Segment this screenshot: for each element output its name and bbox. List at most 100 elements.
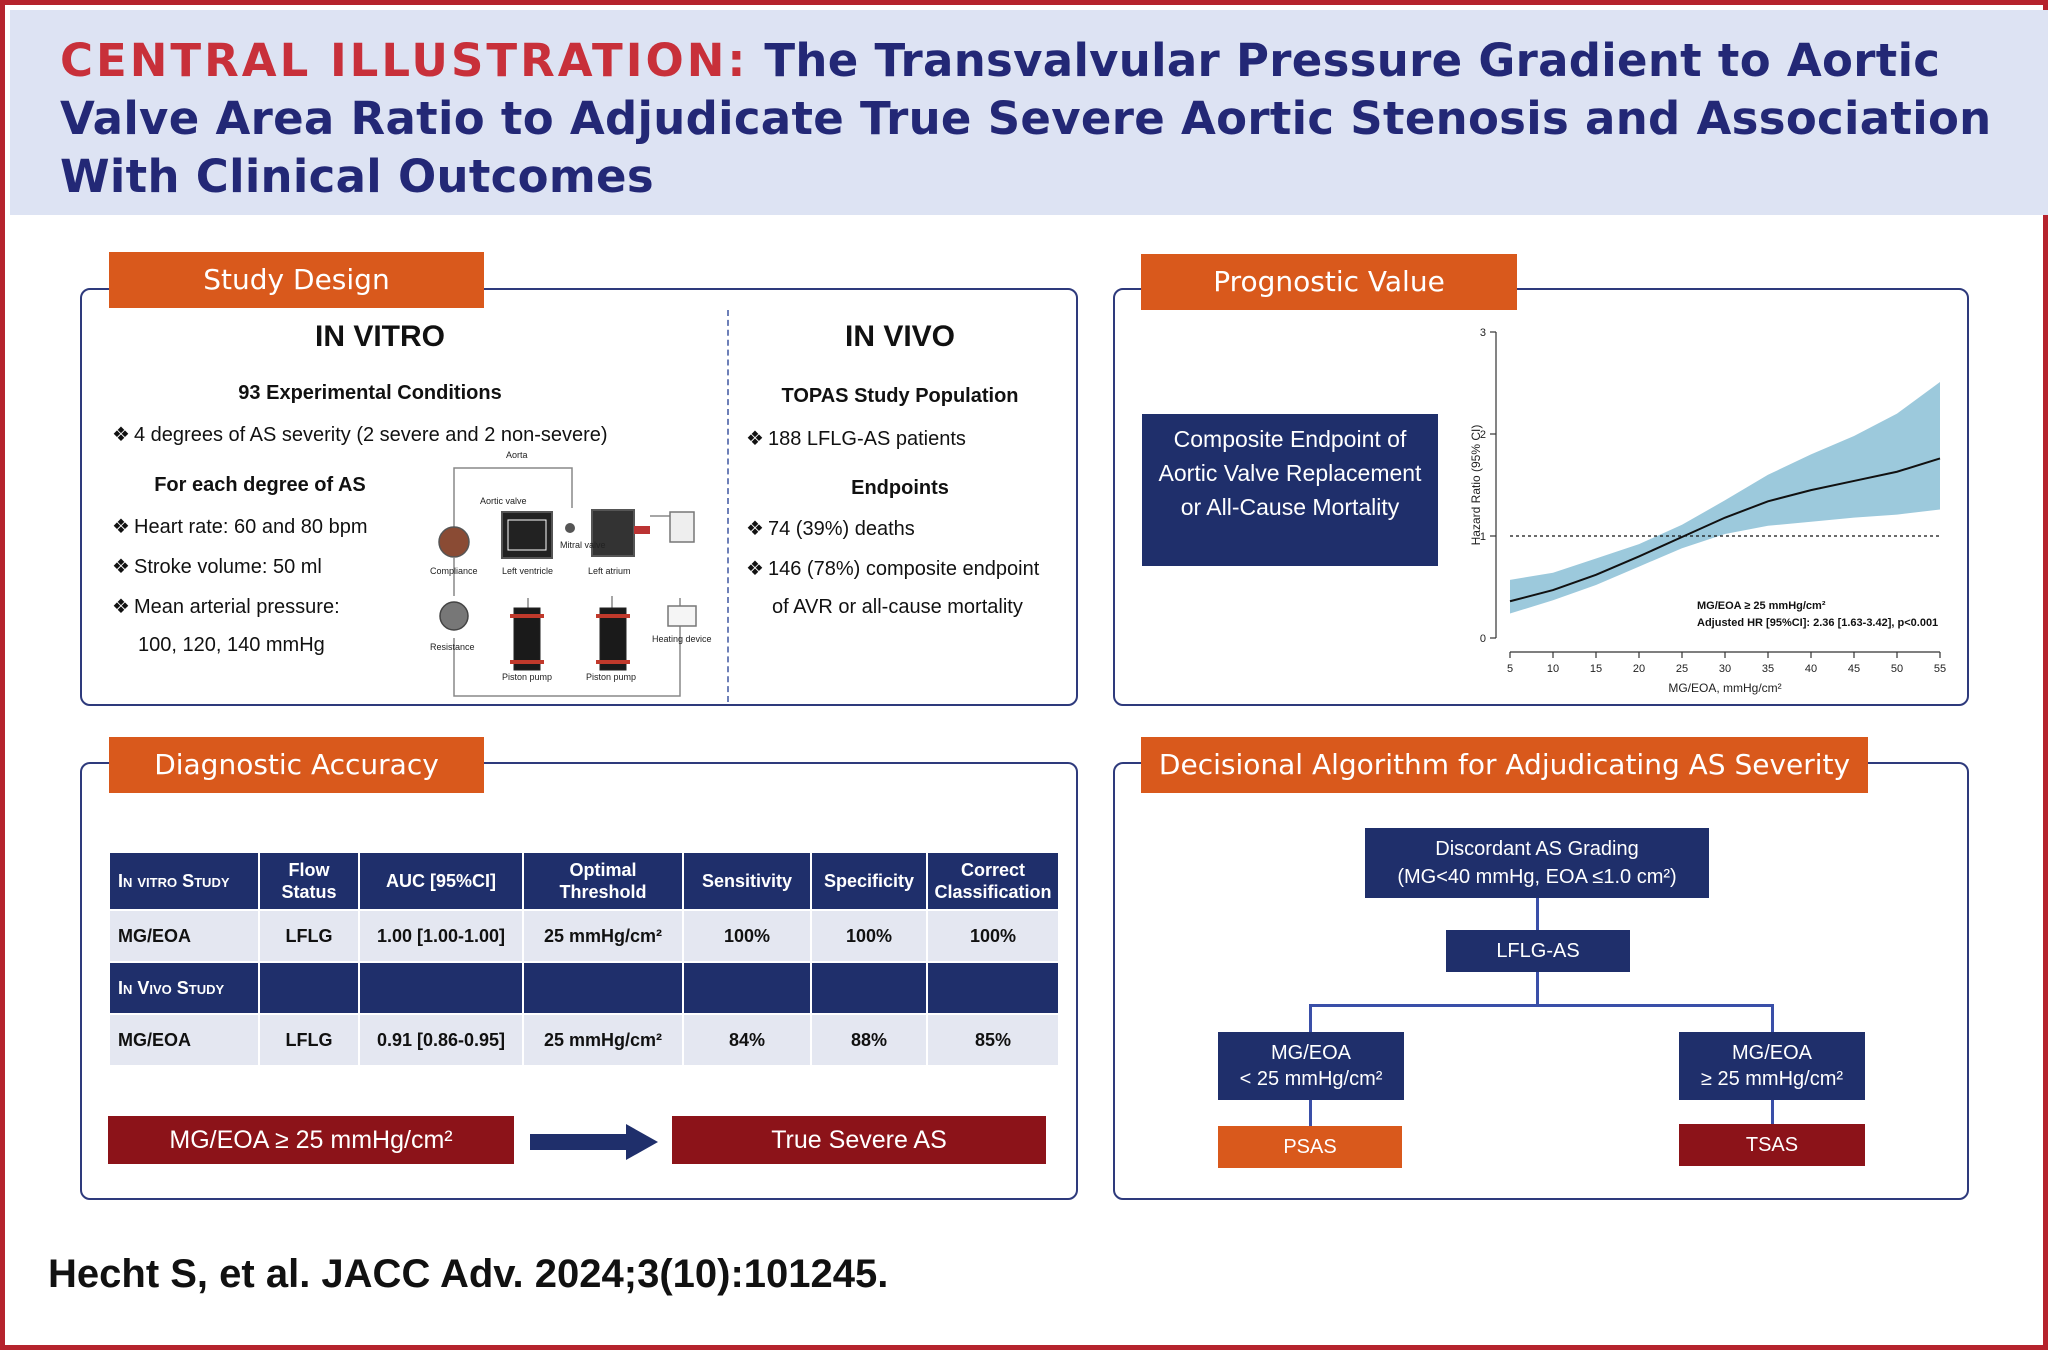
label-heating-device: Heating device — [652, 634, 712, 644]
lflg-as-box: LFLG-AS — [1446, 930, 1630, 972]
label-left-atrium: Left atrium — [588, 566, 631, 576]
table-cell: 100% — [926, 909, 1060, 963]
y-tick-label: 3 — [1480, 327, 1486, 339]
connector — [1771, 1100, 1774, 1124]
in-vitro-subheading: 93 Experimental Conditions — [238, 382, 502, 404]
table-cell: 84% — [682, 1013, 812, 1067]
table-cell: 0.91 [0.86-0.95] — [358, 1013, 524, 1067]
col-header: Correct Classification — [926, 851, 1060, 911]
high-mg-eoa-box: MG/EOA ≥ 25 mmHg/cm² — [1679, 1032, 1865, 1100]
diamond-bullet-icon: ❖ — [112, 516, 130, 538]
x-tick-label: 15 — [1590, 663, 1602, 675]
y-tick-label: 1 — [1480, 531, 1486, 543]
psas-box: PSAS — [1218, 1126, 1402, 1168]
table-cell: 85% — [926, 1013, 1060, 1067]
table-cell: 1.00 [1.00-1.00] — [358, 909, 524, 963]
in-vivo-bullet-2: ❖ 74 (39%) deaths — [746, 518, 915, 540]
col-header: AUC [95%CI] — [358, 851, 524, 911]
diamond-bullet-icon: ❖ — [746, 428, 764, 450]
x-tick-label: 55 — [1934, 663, 1946, 675]
y-tick-label: 0 — [1480, 633, 1486, 645]
study-design-tab: Study Design — [109, 252, 484, 308]
figure-title: CENTRAL ILLUSTRATION: The Transvalvular … — [60, 32, 2000, 206]
tsas-box: TSAS — [1679, 1124, 1865, 1166]
chart-annotation-1: MG/EOA ≥ 25 mmHg/cm² — [1697, 600, 1826, 612]
col-header: Specificity — [810, 851, 928, 911]
in-vitro-bullet-2: ❖ Heart rate: 60 and 80 bpm — [112, 516, 368, 538]
table-section-row: In Vivo Study — [108, 961, 1060, 1015]
x-tick-label: 5 — [1507, 663, 1513, 675]
x-tick-label: 35 — [1762, 663, 1774, 675]
table-cell: 88% — [810, 1013, 928, 1067]
label-left-ventricle: Left ventricle — [502, 566, 553, 576]
connector — [1309, 1004, 1774, 1007]
title-label: CENTRAL ILLUSTRATION: — [60, 34, 749, 87]
in-vitro-heading: IN VITRO — [314, 320, 445, 353]
pulse-duplicator-diagram: Aorta Aortic valve Compliance Left ventr… — [430, 450, 712, 697]
in-vivo-subheading: TOPAS Study Population — [781, 385, 1019, 407]
col-header: Sensitivity — [682, 851, 812, 911]
table-cell: LFLG — [258, 909, 360, 963]
study-design-panel — [80, 288, 1078, 706]
in-vivo-bullet-1: ❖ 188 LFLG-AS patients — [746, 428, 966, 450]
connector — [1771, 1004, 1774, 1034]
label-aortic-valve: Aortic valve — [480, 496, 527, 506]
in-vivo-bullet-3: ❖ 146 (78%) composite endpoint — [746, 558, 1040, 580]
left-atrium-tank — [591, 509, 635, 557]
discordant-grading-box: Discordant AS Grading (MG<40 mmHg, EOA ≤… — [1365, 828, 1709, 898]
criterion-bar: MG/EOA ≥ 25 mmHg/cm² — [108, 1116, 514, 1164]
compliance-chamber — [438, 526, 470, 558]
endpoint-box: Composite Endpoint of Aortic Valve Repla… — [1142, 414, 1438, 566]
diamond-bullet-icon: ❖ — [746, 558, 764, 580]
label-resistance: Resistance — [430, 642, 475, 652]
connector — [1536, 898, 1539, 930]
connector — [1309, 1004, 1312, 1034]
algorithm-tab: Decisional Algorithm for Adjudicating AS… — [1141, 737, 1868, 793]
x-axis-label: MG/EOA, mmHg/cm² — [1668, 681, 1781, 695]
table-cell: 100% — [682, 909, 812, 963]
label-compliance: Compliance — [430, 566, 478, 576]
in-vivo-subheading-2: Endpoints — [851, 477, 949, 499]
table-cell: LFLG — [258, 1013, 360, 1067]
citation: Hecht S, et al. JACC Adv. 2024;3(10):101… — [48, 1252, 889, 1296]
header-banner: CENTRAL ILLUSTRATION: The Transvalvular … — [10, 10, 2048, 215]
diamond-bullet-icon: ❖ — [112, 556, 130, 578]
piston-pump-1-shape — [513, 607, 541, 671]
col-header: In vitro Study — [108, 851, 260, 911]
prognostic-tab: Prognostic Value — [1141, 254, 1517, 310]
diagnostic-tab: Diagnostic Accuracy — [109, 737, 484, 793]
y-axis-label: Hazard Ratio (95% CI) — [1470, 425, 1483, 546]
table-header-row: In vitro Study Flow Status AUC [95%CI] O… — [108, 851, 1060, 911]
connector — [1309, 1100, 1312, 1126]
table-cell: 25 mmHg/cm² — [522, 1013, 684, 1067]
table-cell: MG/EOA — [108, 1013, 260, 1067]
diagnostic-table: In vitro Study Flow Status AUC [95%CI] O… — [108, 851, 1060, 1067]
table-row: MG/EOA LFLG 0.91 [0.86-0.95] 25 mmHg/cm²… — [108, 1013, 1060, 1067]
in-vitro-bullet-4-cont: 100, 120, 140 mmHg — [138, 634, 325, 656]
x-tick-label: 20 — [1633, 663, 1645, 675]
connector — [1536, 972, 1539, 1006]
diamond-bullet-icon: ❖ — [112, 596, 130, 618]
in-vivo-heading: IN VIVO — [844, 320, 956, 353]
col-header: Optimal Threshold — [522, 851, 684, 911]
hazard-ratio-line — [1509, 457, 1941, 603]
x-tick-label: 50 — [1891, 663, 1903, 675]
ci-band — [1510, 381, 1940, 614]
table-cell: 25 mmHg/cm² — [522, 909, 684, 963]
x-tick-label: 30 — [1719, 663, 1731, 675]
table-row: MG/EOA LFLG 1.00 [1.00-1.00] 25 mmHg/cm²… — [108, 909, 1060, 963]
x-tick-label: 40 — [1805, 663, 1817, 675]
discordant-line-1: Discordant AS Grading — [1435, 838, 1639, 860]
arrow-right-icon — [530, 1124, 658, 1160]
panel-divider — [727, 310, 729, 702]
col-header: Flow Status — [258, 851, 360, 911]
x-tick-label: 45 — [1848, 663, 1860, 675]
in-vitro-bullet-4: ❖ Mean arterial pressure: — [112, 596, 340, 618]
y-tick-label: 2 — [1480, 429, 1486, 441]
in-vitro-bullet-3: ❖ Stroke volume: 50 ml — [112, 556, 322, 578]
x-tick-label: 25 — [1676, 663, 1688, 675]
x-tick-label: 10 — [1547, 663, 1559, 675]
heating-reservoir — [669, 511, 695, 543]
left-ventricle-tank — [501, 511, 553, 559]
